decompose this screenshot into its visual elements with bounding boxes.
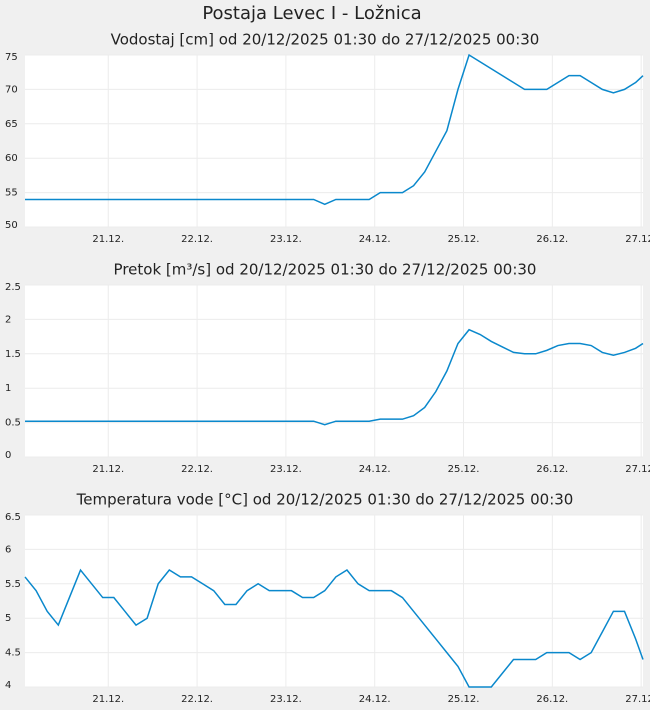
y-tick-label: 65: [5, 119, 18, 130]
x-tick-label: 21.12.: [92, 464, 124, 475]
y-tick-label: 2: [5, 314, 11, 325]
x-tick-label: 27.12.: [625, 464, 650, 475]
chart-subtitle: Pretok [m³/s] od 20/12/2025 01:30 do 27/…: [114, 261, 537, 279]
x-tick-label: 26.12.: [536, 694, 568, 705]
y-tick-label: 5: [5, 613, 11, 624]
x-tick-label: 24.12.: [359, 464, 391, 475]
plot-area: [25, 55, 643, 227]
y-tick-label: 4.5: [5, 648, 21, 659]
x-tick-label: 22.12.: [181, 464, 213, 475]
x-tick-label: 22.12.: [181, 234, 213, 245]
x-tick-label: 25.12.: [448, 464, 480, 475]
y-tick-label: 0: [5, 450, 11, 461]
x-tick-label: 27.12.: [625, 234, 650, 245]
x-tick-label: 23.12.: [270, 694, 302, 705]
y-tick-label: 4: [5, 680, 11, 691]
data-line: [24, 568, 644, 688]
y-tick-label: 1: [5, 383, 11, 394]
y-tick-label: 70: [5, 84, 18, 95]
x-tick-label: 21.12.: [92, 694, 124, 705]
x-tick-label: 26.12.: [536, 464, 568, 475]
data-line: [25, 53, 644, 206]
x-tick-label: 25.12.: [448, 234, 480, 245]
x-tick-label: 25.12.: [448, 694, 480, 705]
plot-area: [25, 515, 643, 687]
data-line: [25, 328, 644, 426]
y-tick-label: 75: [5, 52, 18, 63]
y-tick-label: 0.5: [5, 418, 21, 429]
x-tick-label: 23.12.: [270, 234, 302, 245]
y-tick-label: 1.5: [5, 349, 21, 360]
chart-subtitle: Vodostaj [cm] od 20/12/2025 01:30 do 27/…: [111, 31, 540, 49]
y-tick-label: 6.5: [5, 512, 21, 523]
page-title: Postaja Levec I - Ložnica: [202, 3, 421, 24]
x-tick-label: 22.12.: [181, 694, 213, 705]
x-tick-label: 24.12.: [359, 234, 391, 245]
y-tick-label: 6: [5, 544, 11, 555]
y-tick-label: 5.5: [5, 579, 21, 590]
y-tick-label: 55: [5, 188, 18, 199]
x-tick-label: 23.12.: [270, 464, 302, 475]
y-tick-label: 50: [5, 220, 18, 231]
x-tick-label: 21.12.: [92, 234, 124, 245]
x-tick-label: 24.12.: [359, 694, 391, 705]
x-tick-label: 27.12.: [625, 694, 650, 705]
chart-subtitle: Temperatura vode [°C] od 20/12/2025 01:3…: [76, 491, 574, 509]
x-tick-label: 26.12.: [536, 234, 568, 245]
plot-area: [25, 285, 643, 457]
y-tick-label: 2.5: [5, 282, 21, 293]
y-tick-label: 60: [5, 153, 18, 164]
